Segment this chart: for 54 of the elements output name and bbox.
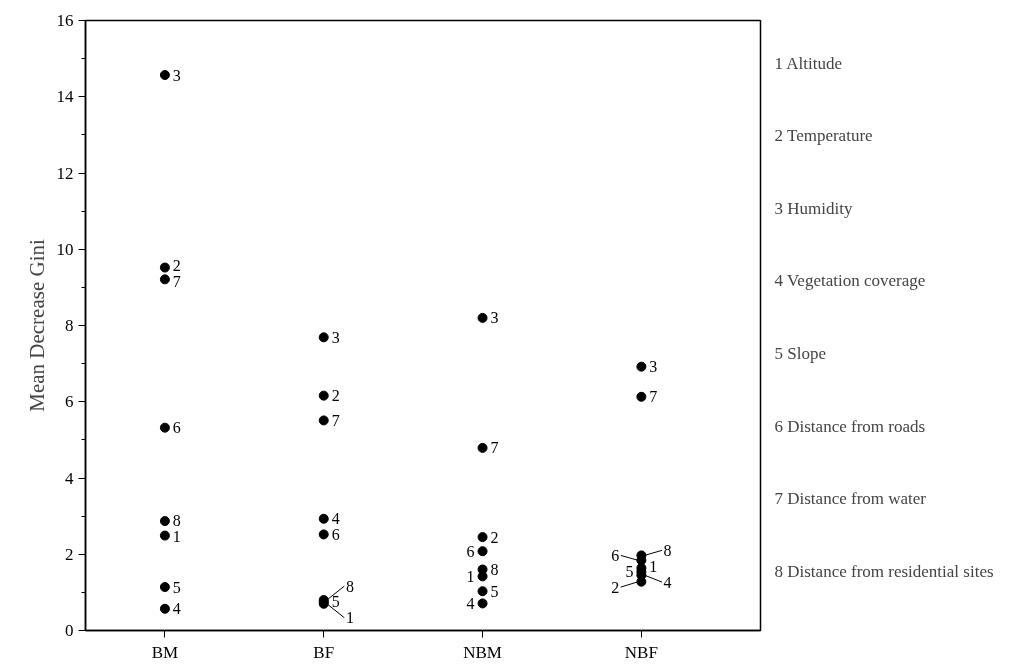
text: 5: [331, 593, 340, 611]
x-tick-label: NBM: [463, 642, 502, 662]
text: 8: [172, 511, 181, 529]
y-tick-label: 14: [56, 87, 74, 107]
text: 1: [172, 527, 181, 545]
y-tick-label: 0: [65, 621, 74, 640]
text: 4: [331, 510, 340, 528]
text: 5 Slope: [774, 344, 826, 364]
y-tick-label: 2: [65, 544, 74, 564]
y-tick-label: 16: [56, 11, 74, 30]
y-tick-label: 4: [65, 468, 74, 488]
text: 4: [466, 594, 475, 612]
text: 1 Altitude: [774, 53, 843, 73]
x-tick-label: BM: [151, 642, 179, 662]
text: 7 Distance from water: [774, 489, 927, 509]
series-label: 3: [172, 66, 181, 84]
text: 8: [663, 541, 672, 559]
text: 7: [172, 272, 181, 290]
text: 6: [611, 546, 620, 564]
text: 3: [649, 358, 658, 376]
y-axis-title: Mean Decrease Gini: [24, 239, 49, 412]
legend-label: 1: [345, 609, 354, 627]
series-label: 6: [172, 419, 181, 437]
text: 6: [331, 526, 340, 544]
y-tick-label: 10: [56, 239, 74, 259]
text: 3: [490, 309, 499, 327]
text: 4 Vegetation coverage: [774, 271, 926, 291]
text: 1: [649, 557, 658, 575]
x-tick-label: BF: [313, 642, 335, 662]
series-label: 8: [490, 561, 499, 578]
text: 2 Temperature: [774, 126, 873, 146]
text: 7: [490, 439, 499, 457]
text: 5: [490, 582, 499, 600]
series-label: 7: [331, 411, 340, 429]
text: 2: [172, 257, 181, 275]
text: 1: [466, 567, 475, 585]
y-tick-label: 12: [56, 163, 74, 183]
text: 6 Distance from roads: [774, 416, 926, 436]
y-tick-label: 8: [65, 316, 74, 335]
text: 7: [649, 388, 658, 406]
text: 3 Humidity: [774, 198, 853, 218]
text: 2: [490, 528, 499, 546]
x-tick-label: NBF: [624, 642, 658, 662]
text: 6: [466, 542, 475, 560]
legend-label: 4: [663, 573, 672, 591]
text: 8 Distance from residential sites: [774, 561, 994, 581]
y-tick-label: 6: [65, 392, 74, 412]
series-label: 5: [172, 578, 181, 596]
legend-label: 2: [611, 578, 620, 596]
text: 3: [331, 328, 340, 346]
text: 8: [345, 577, 354, 595]
text: 4: [172, 600, 181, 618]
text: 2: [331, 387, 340, 405]
text: 5: [625, 562, 634, 580]
